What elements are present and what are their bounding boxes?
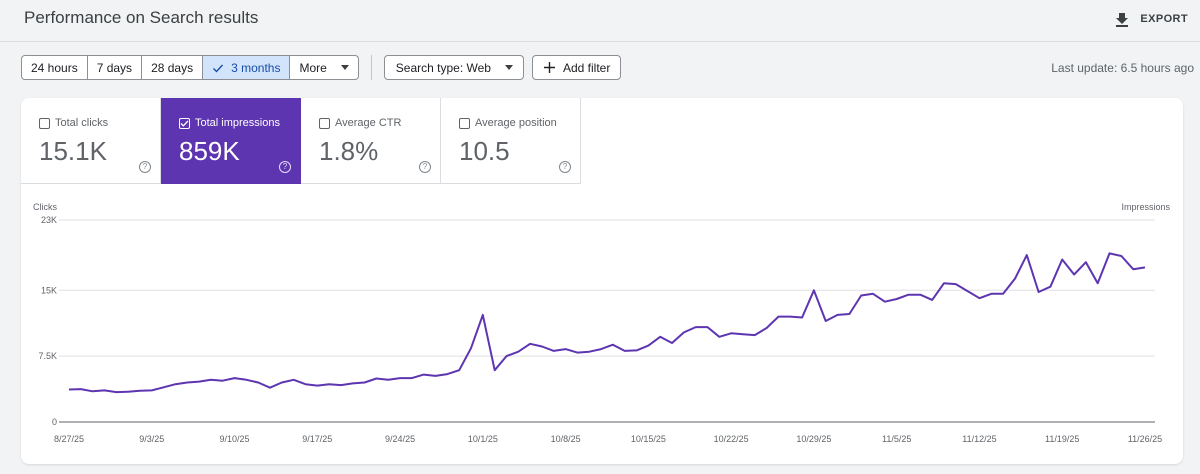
caret-down-icon: [504, 65, 513, 70]
export-label: EXPORT: [1140, 13, 1188, 25]
help-icon[interactable]: ?: [279, 161, 291, 173]
metric-label-row: Total clicks: [39, 117, 108, 129]
search-type-label: Search type: Web: [395, 60, 491, 75]
download-icon: [1116, 13, 1129, 27]
checkbox-icon[interactable]: [319, 117, 330, 129]
metric-label: Average CTR: [335, 117, 402, 129]
metric-label: Total clicks: [55, 117, 109, 129]
plus-icon: [543, 62, 555, 73]
check-icon: [213, 64, 224, 73]
impressions-series-line[interactable]: [68, 252, 1146, 394]
range-label: 3 months: [231, 60, 281, 75]
metric-total-clicks[interactable]: Total clicks 15.1K ?: [21, 98, 161, 184]
x-tick-label: 11/12/25: [962, 434, 996, 444]
x-tick-label: 10/29/25: [796, 434, 831, 444]
chart-svg: Clicks Impressions 0 7.5K 15K 23K 8/27/25 9/…: [33, 202, 1171, 444]
x-tick-label: 11/19/25: [1045, 434, 1079, 444]
range-label: 24 hours: [31, 60, 78, 75]
x-tick-label: 9/3/25: [139, 434, 164, 444]
metric-label: Total impressions: [195, 117, 280, 129]
x-tick-label: 11/26/25: [1128, 434, 1162, 444]
checkbox-checked-icon[interactable]: [179, 117, 190, 129]
help-icon[interactable]: ?: [559, 161, 571, 173]
add-filter-button[interactable]: Add filter: [531, 55, 622, 80]
metric-value: 15.1K: [39, 136, 107, 166]
x-tick-label: 10/8/25: [551, 434, 581, 444]
caret-down-icon: [340, 65, 349, 70]
right-axis-label: Impressions: [1121, 202, 1170, 212]
metric-label-row: Average CTR: [319, 117, 401, 129]
add-filter-label: Add filter: [562, 60, 611, 75]
filter-bar: 24 hours 7 days 28 days 3 months More Se…: [21, 55, 622, 80]
range-label: 28 days: [151, 60, 194, 75]
page-header: Performance on Search results EXPORT: [0, 0, 1200, 42]
search-type-dropdown[interactable]: Search type: Web: [383, 55, 524, 80]
range-label: 7 days: [96, 60, 133, 75]
performance-chart: Clicks Impressions 0 7.5K 15K 23K 8/27/25 9/…: [21, 184, 1183, 464]
left-axis-label: Clicks: [33, 202, 57, 212]
export-button[interactable]: EXPORT: [1114, 9, 1188, 29]
checkbox-icon[interactable]: [39, 117, 50, 129]
metric-label-row: Average position: [459, 117, 557, 129]
metric-value: 1.8%: [319, 136, 379, 166]
page-title: Performance on Search results: [24, 8, 259, 27]
range-label: More: [299, 60, 327, 75]
date-range-selector: 24 hours 7 days 28 days 3 months More: [21, 55, 359, 80]
x-tick-label: 9/10/25: [220, 434, 250, 444]
x-tick-label: 10/1/25: [468, 434, 498, 444]
range-more-dropdown[interactable]: More: [290, 56, 357, 79]
metric-total-impressions[interactable]: Total impressions 859K ?: [161, 98, 301, 184]
help-icon[interactable]: ?: [139, 161, 151, 173]
metric-value: 10.5: [459, 136, 510, 166]
x-tick-label: 9/24/25: [385, 434, 415, 444]
range-7-days[interactable]: 7 days: [88, 56, 143, 79]
y-tick-label: 0: [52, 417, 57, 427]
x-tick-label: 11/5/25: [882, 434, 911, 444]
y-tick-label: 15K: [41, 285, 57, 295]
last-update-text: Last update: 6.5 hours ago: [1051, 61, 1194, 75]
range-3-months[interactable]: 3 months: [203, 56, 291, 79]
y-tick-label: 23K: [41, 215, 57, 225]
x-tick-label: 8/27/25: [54, 434, 84, 444]
help-icon[interactable]: ?: [419, 161, 431, 173]
x-tick-label: 10/22/25: [714, 434, 749, 444]
x-tick-label: 9/17/25: [302, 434, 332, 444]
checkbox-icon[interactable]: [459, 117, 470, 129]
metric-average-ctr[interactable]: Average CTR 1.8% ?: [301, 98, 441, 184]
performance-card: Total clicks 15.1K ? Total impressions 8…: [21, 98, 1183, 464]
metric-tabs: Total clicks 15.1K ? Total impressions 8…: [21, 98, 581, 184]
y-tick-label: 7.5K: [38, 351, 57, 361]
range-28-days[interactable]: 28 days: [142, 56, 204, 79]
range-24-hours[interactable]: 24 hours: [22, 56, 88, 79]
metric-label-row: Total impressions: [179, 117, 280, 129]
metric-value: 859K: [179, 136, 240, 166]
metric-average-position[interactable]: Average position 10.5 ?: [441, 98, 581, 184]
x-tick-label: 10/15/25: [631, 434, 666, 444]
metric-label: Average position: [475, 117, 557, 129]
filter-divider: [370, 55, 372, 80]
